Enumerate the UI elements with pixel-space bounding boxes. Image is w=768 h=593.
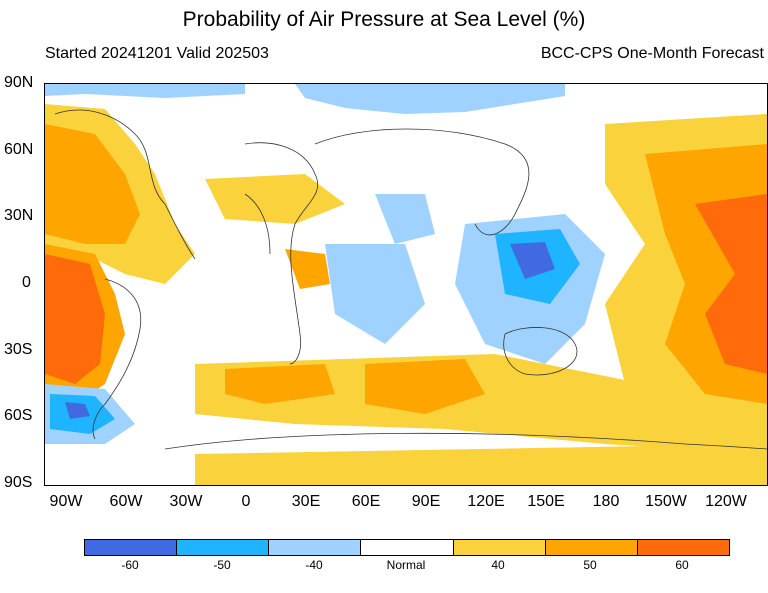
colorbar-label: Normal	[386, 558, 426, 572]
lon-label-90w: 90W	[49, 493, 83, 510]
lon-label-60w: 60W	[109, 493, 143, 510]
forecast-dates: Started 20241201 Valid 202503	[45, 45, 269, 62]
arctic-low-region	[295, 84, 565, 114]
colorbar-label: -50	[213, 558, 231, 572]
lat-label-60s: 60S	[4, 407, 33, 424]
drake-passage-core-low	[65, 402, 90, 419]
colorbar-label: 60	[675, 558, 689, 572]
lon-label-150e: 150E	[527, 493, 565, 510]
forecast-source: BCC-CPS One-Month Forecast	[540, 45, 764, 62]
lat-label-30s: 30S	[4, 341, 33, 358]
colorbar-segment	[637, 540, 729, 555]
lon-label-60e: 60E	[351, 493, 381, 510]
lon-label-30e: 30E	[291, 493, 321, 510]
lat-label-0: 0	[22, 274, 31, 291]
lat-label-60n: 60N	[4, 141, 34, 158]
south-america-strong-high	[45, 254, 105, 384]
east-africa-high	[285, 249, 330, 289]
southern-ocean-strong-high	[365, 359, 485, 414]
lon-label-150w: 150W	[645, 493, 687, 510]
lon-label-120e: 120E	[467, 493, 505, 510]
colorbar-segment	[361, 540, 454, 555]
indian-ocean-low	[325, 244, 425, 344]
colorbar-segment	[269, 540, 362, 555]
colorbar-label: -60	[121, 558, 139, 572]
probability-field	[45, 84, 767, 485]
map-plot-area	[44, 83, 768, 486]
lat-label-90s: 90S	[4, 474, 33, 491]
sahara-high	[205, 174, 345, 224]
lon-label-120w: 120W	[705, 493, 747, 510]
south-atlantic-high	[225, 364, 335, 404]
colorbar-segment	[545, 540, 638, 555]
west-pacific-core-low	[510, 242, 555, 279]
colorbar-segment	[453, 540, 546, 555]
lat-label-30n: 30N	[4, 207, 34, 224]
map-title: Probability of Air Pressure at Sea Level…	[182, 8, 586, 31]
colorbar	[84, 539, 730, 556]
colorbar-label: -40	[305, 558, 323, 572]
antarctic-high	[195, 444, 767, 485]
colorbar-segment	[177, 540, 270, 555]
southern-ocean-high	[195, 354, 767, 454]
lon-label-30w: 30W	[169, 493, 203, 510]
coastlines	[54, 109, 767, 450]
lon-label-180: 180	[592, 493, 620, 510]
lat-label-90n: 90N	[4, 74, 34, 91]
colorbar-label: 40	[491, 558, 505, 572]
north-america-strong-high	[45, 124, 140, 244]
arabia-low	[375, 194, 435, 244]
colorbar-segment	[85, 540, 178, 555]
arctic-low-region-2	[45, 84, 245, 98]
lon-label-90e: 90E	[411, 493, 441, 510]
lon-label-0: 0	[241, 493, 251, 510]
east-pacific-core	[695, 194, 767, 374]
colorbar-label: 50	[583, 558, 597, 572]
